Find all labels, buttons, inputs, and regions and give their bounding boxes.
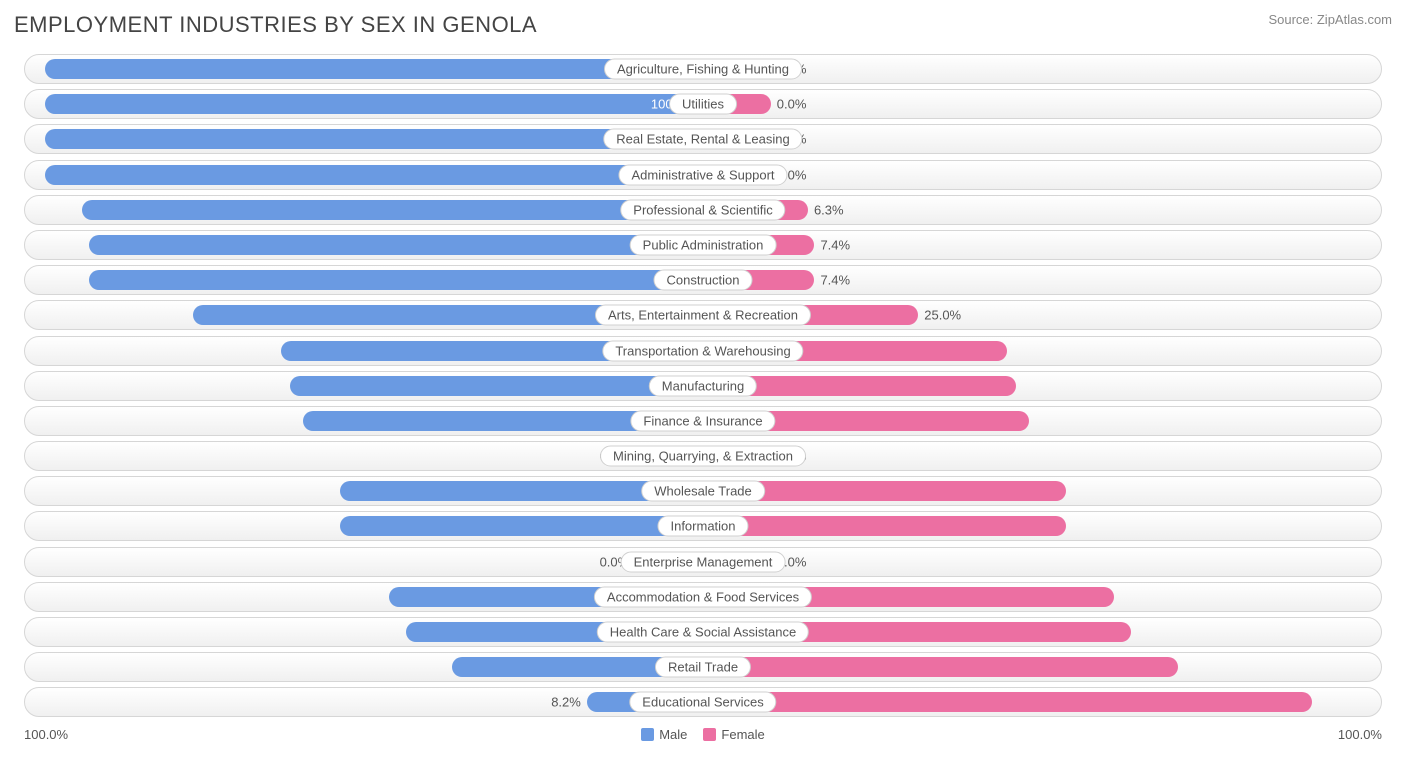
category-pill: Health Care & Social Assistance	[597, 622, 809, 643]
bar-row: 93.8% 6.3% Professional & Scientific	[24, 195, 1382, 225]
male-bar: 93.8%	[82, 200, 703, 220]
bar-row: 100.0%0.0%Administrative & Support	[24, 160, 1382, 190]
source-attribution: Source: ZipAtlas.com	[1268, 12, 1392, 27]
male-bar: 100.0%	[45, 94, 703, 114]
bar-row: 58.5%41.5%Manufacturing	[24, 371, 1382, 401]
female-bar: 69.1%	[703, 657, 1178, 677]
category-pill: Administrative & Support	[618, 164, 787, 185]
male-bar: 100.0%	[45, 165, 703, 185]
bar-row: 50.0%50.0%Wholesale Trade	[24, 476, 1382, 506]
axis-right-label: 100.0%	[1338, 727, 1382, 742]
bar-row: 0.0%0.0%Enterprise Management	[24, 547, 1382, 577]
male-bar: 50.0%	[340, 516, 703, 536]
bar-row: 92.6% 7.4% Construction	[24, 265, 1382, 295]
bar-row: 100.0%0.0%Real Estate, Rental & Leasing	[24, 124, 1382, 154]
bar-row: 0.0%0.0%Mining, Quarrying, & Extraction	[24, 441, 1382, 471]
bar-row: 100.0% 0.0% Utilities	[24, 89, 1382, 119]
bar-row: 100.0%0.0%Agriculture, Fishing & Hunting	[24, 54, 1382, 84]
female-bar: 50.0%	[703, 516, 1066, 536]
category-pill: Construction	[654, 270, 753, 291]
female-swatch-icon	[703, 728, 716, 741]
bar-row: 41.8%58.2%Accommodation & Food Services	[24, 582, 1382, 612]
male-value-label: 8.2%	[551, 695, 581, 710]
chart-title: EMPLOYMENT INDUSTRIES BY SEX IN GENOLA	[14, 12, 537, 38]
bar-row: 50.0%50.0%Information	[24, 511, 1382, 541]
category-pill: Professional & Scientific	[620, 199, 785, 220]
category-pill: Wholesale Trade	[641, 481, 765, 502]
legend-item-female: Female	[703, 727, 764, 742]
female-bar: 91.8%	[703, 692, 1312, 712]
male-bar: 58.5%	[290, 376, 703, 396]
category-pill: Utilities	[669, 94, 737, 115]
female-value-label: 7.4%	[820, 237, 850, 252]
bar-row: 31.0%69.1%Retail Trade	[24, 652, 1382, 682]
category-pill: Mining, Quarrying, & Extraction	[600, 446, 806, 467]
female-value-label: 6.3%	[814, 202, 844, 217]
category-pill: Arts, Entertainment & Recreation	[595, 305, 811, 326]
female-value-label: 7.4%	[820, 273, 850, 288]
male-bar: 92.6%	[89, 235, 703, 255]
category-pill: Manufacturing	[649, 375, 757, 396]
category-pill: Information	[657, 516, 748, 537]
category-pill: Transportation & Warehousing	[602, 340, 803, 361]
category-pill: Finance & Insurance	[630, 410, 775, 431]
category-pill: Real Estate, Rental & Leasing	[603, 129, 802, 150]
female-value-label: 0.0%	[777, 97, 807, 112]
category-pill: Retail Trade	[655, 657, 751, 678]
legend-female-label: Female	[721, 727, 764, 742]
bar-row: 60.0%40.0%Transportation & Warehousing	[24, 336, 1382, 366]
bar-row: 8.2% 91.8%Educational Services	[24, 687, 1382, 717]
bar-row: 75.0%25.0%Arts, Entertainment & Recreati…	[24, 300, 1382, 330]
category-pill: Public Administration	[630, 234, 777, 255]
category-pill: Educational Services	[629, 692, 776, 713]
category-pill: Agriculture, Fishing & Hunting	[604, 59, 802, 80]
category-pill: Accommodation & Food Services	[594, 586, 812, 607]
legend-item-male: Male	[641, 727, 687, 742]
category-pill: Enterprise Management	[621, 551, 786, 572]
chart-area: 100.0%0.0%Agriculture, Fishing & Hunting…	[14, 48, 1392, 717]
male-bar: 92.6%	[89, 270, 703, 290]
bar-row: 92.6% 7.4% Public Administration	[24, 230, 1382, 260]
male-swatch-icon	[641, 728, 654, 741]
bar-row: 38.9%61.1%Health Care & Social Assistanc…	[24, 617, 1382, 647]
bar-row: 56.3%43.8%Finance & Insurance	[24, 406, 1382, 436]
chart-footer: 100.0% Male Female 100.0%	[14, 723, 1392, 742]
axis-left-label: 100.0%	[24, 727, 68, 742]
female-value-label: 25.0%	[924, 308, 961, 323]
legend-male-label: Male	[659, 727, 687, 742]
legend: Male Female	[641, 727, 765, 742]
